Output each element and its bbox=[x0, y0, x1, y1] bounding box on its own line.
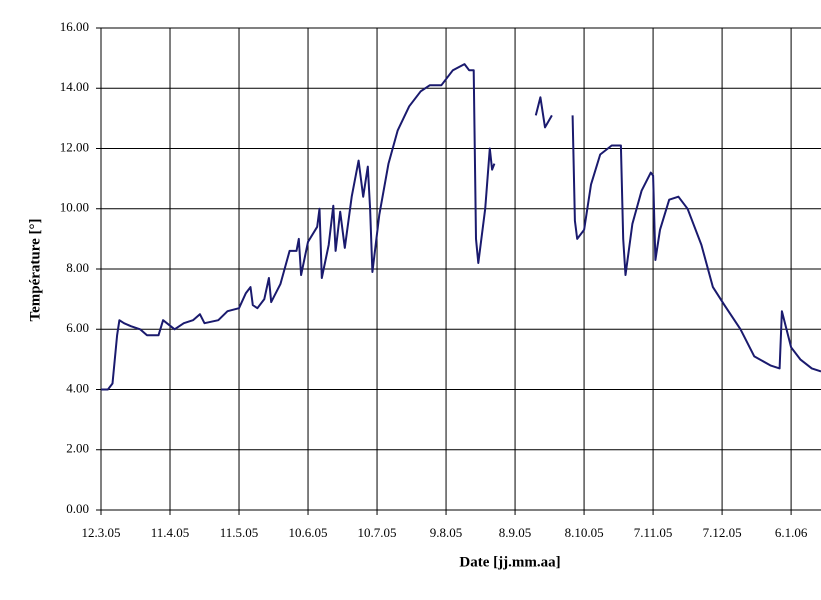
temperature-line bbox=[101, 63, 821, 391]
y-tick-label: 12.00 bbox=[60, 139, 89, 154]
x-tick-label: 7.11.05 bbox=[634, 525, 673, 540]
y-axis-title: Température [°] bbox=[27, 218, 43, 321]
y-tick-label: 10.00 bbox=[60, 200, 89, 215]
x-tick-label: 8.10.05 bbox=[565, 525, 604, 540]
x-tick-label: 11.4.05 bbox=[151, 525, 190, 540]
y-tick-label: 8.00 bbox=[66, 260, 89, 275]
y-tick-label: 4.00 bbox=[66, 380, 89, 395]
y-tick-label: 6.00 bbox=[66, 320, 89, 335]
x-tick-label: 6.1.06 bbox=[775, 525, 808, 540]
y-tick-label: 0.00 bbox=[66, 501, 89, 516]
x-tick-label: 9.8.05 bbox=[430, 525, 463, 540]
y-tick-label: 2.00 bbox=[66, 441, 89, 456]
x-tick-label: 10.7.05 bbox=[358, 525, 397, 540]
y-tick-label: 16.00 bbox=[60, 19, 89, 34]
x-tick-label: 7.12.05 bbox=[703, 525, 742, 540]
x-axis-title: Date [jj.mm.aa] bbox=[459, 554, 560, 570]
x-tick-label: 11.5.05 bbox=[220, 525, 259, 540]
x-tick-label: 12.3.05 bbox=[82, 525, 121, 540]
x-tick-label: 10.6.05 bbox=[289, 525, 328, 540]
y-tick-label: 14.00 bbox=[60, 79, 89, 94]
x-tick-label: 8.9.05 bbox=[499, 525, 532, 540]
